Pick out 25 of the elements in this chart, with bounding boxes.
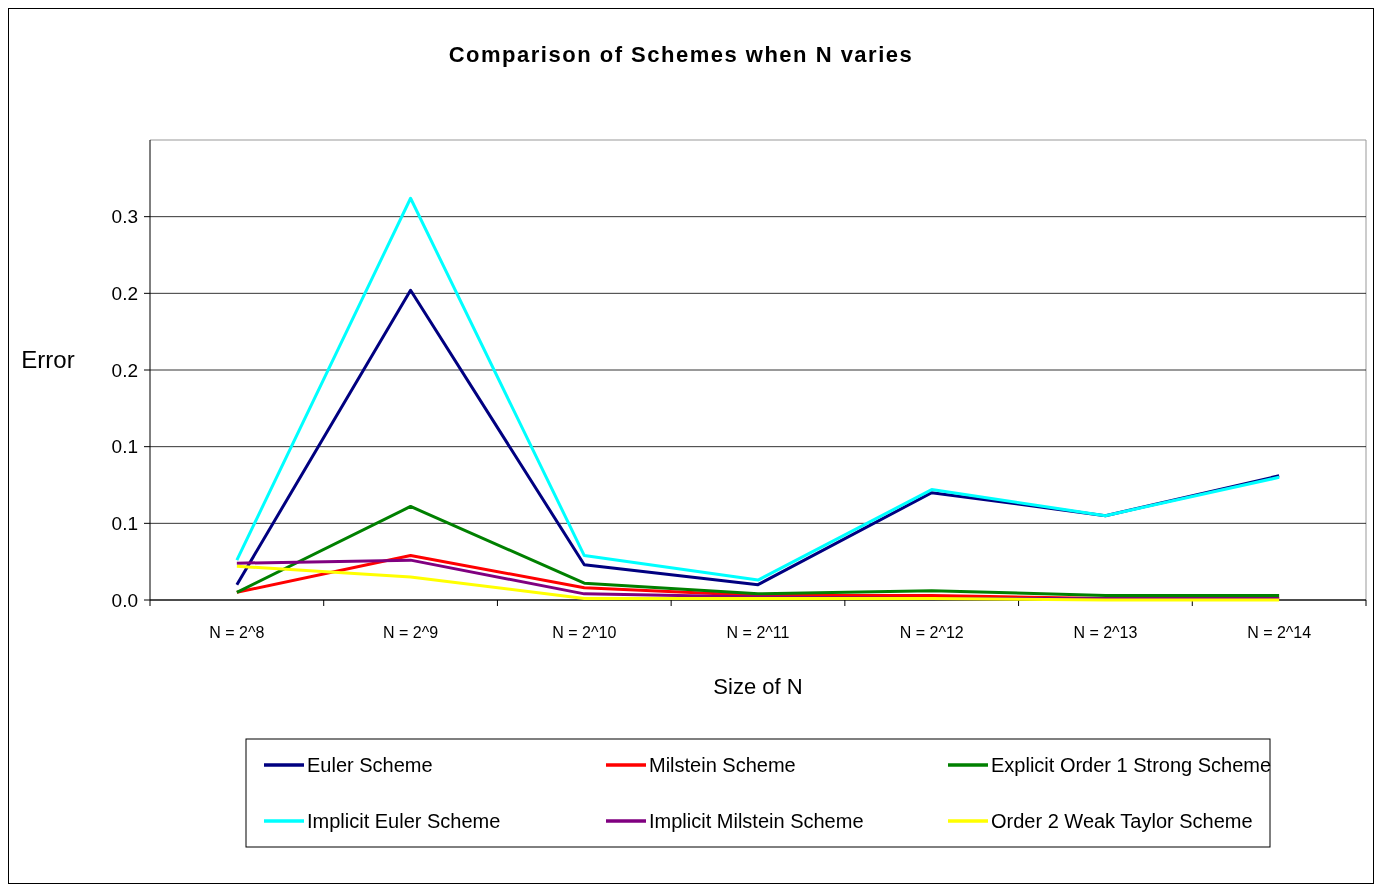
y-tick-label: 0.2	[111, 359, 138, 381]
x-tick-label: N = 2^8	[209, 624, 265, 641]
y-tick-label: 0.2	[111, 282, 138, 304]
x-tick-label: N = 2^12	[899, 624, 964, 641]
line-series	[235, 196, 1281, 582]
x-tick-label: N = 2^13	[1073, 624, 1138, 641]
x-tick-label: N = 2^9	[383, 624, 439, 641]
line-series	[235, 504, 1281, 597]
y-tick-label: 0.0	[111, 589, 138, 611]
y-tick-label: 0.1	[111, 512, 138, 534]
chart-title: Comparison of Schemes when N varies	[448, 42, 914, 67]
x-tick-label: N = 2^10	[552, 624, 617, 641]
y-tick-label: 0.1	[111, 436, 138, 458]
x-tick-label: N = 2^14	[1247, 624, 1312, 641]
y-tick-label: 0.3	[111, 206, 138, 228]
legend-label: Explicit Order 1 Strong Scheme	[991, 754, 1272, 776]
legend-label: Order 2 Weak Taylor Scheme	[991, 810, 1253, 832]
legend-label: Implicit Euler Scheme	[307, 810, 501, 832]
y-axis-title: Error	[21, 346, 75, 373]
line-series	[235, 564, 1281, 602]
x-axis-title: Size of N	[713, 674, 803, 699]
x-tick-label: N = 2^11	[726, 624, 790, 641]
legend-label: Implicit Milstein Scheme	[649, 810, 864, 832]
legend-label: Milstein Scheme	[649, 754, 796, 776]
legend-label: Euler Scheme	[307, 754, 433, 776]
